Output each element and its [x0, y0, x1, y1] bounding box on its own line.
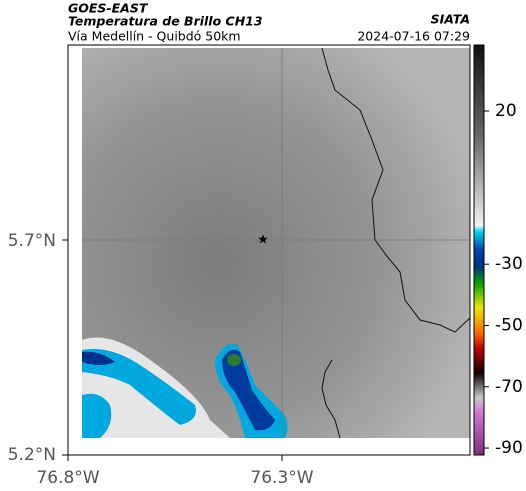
colorbar — [473, 44, 485, 456]
svg-text:★: ★ — [257, 233, 269, 248]
source: SIATA — [431, 12, 470, 27]
colorbar-tick-label: -50 — [495, 315, 523, 335]
datetime: 2024-07-16 07:29 — [357, 29, 470, 44]
lon-label: 76.3°W — [250, 468, 313, 488]
header: GOES-EAST Temperatura de Brillo CH13 Vía… — [68, 1, 470, 44]
satellite-image: ★ — [82, 48, 470, 438]
location: Vía Medellín - Quibdó 50km — [68, 29, 241, 44]
lon-label: 76.8°W — [36, 468, 99, 488]
lat-label: 5.2°N — [8, 445, 56, 465]
subtitle: Temperatura de Brillo CH13 — [68, 14, 263, 29]
colorbar-tick-label: 20 — [495, 101, 517, 121]
colorbar-tick-label: -70 — [495, 377, 523, 397]
title: GOES-EAST — [68, 1, 149, 16]
colorbar-tick-label: -30 — [495, 254, 523, 274]
lat-label: 5.7°N — [8, 231, 56, 251]
colorbar-tick-label: -90 — [495, 438, 523, 458]
